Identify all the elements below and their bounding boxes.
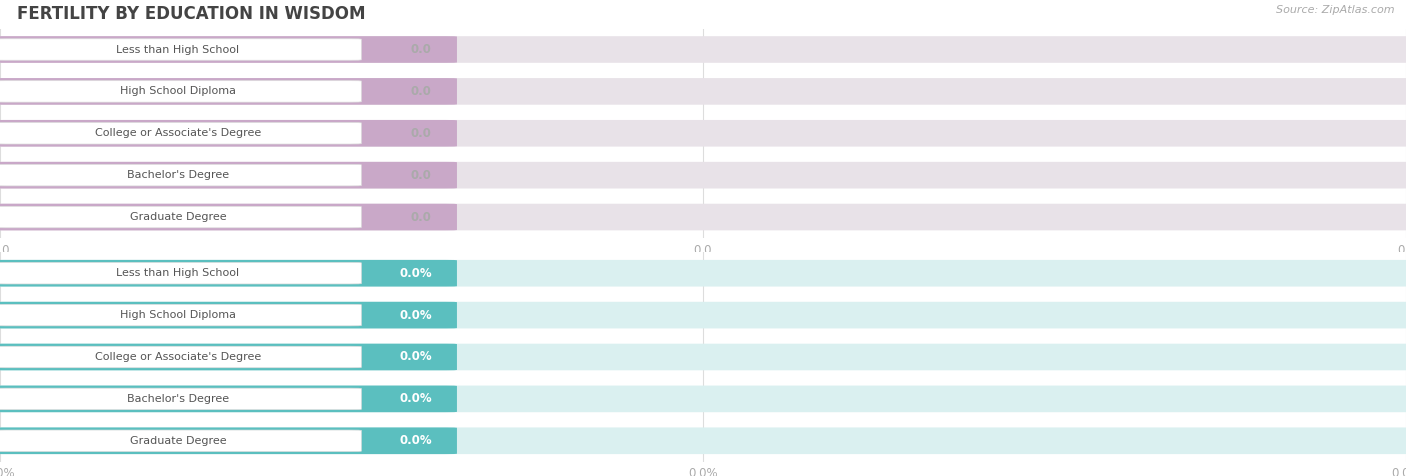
Text: Bachelor's Degree: Bachelor's Degree bbox=[127, 170, 229, 180]
FancyBboxPatch shape bbox=[0, 302, 1406, 328]
FancyBboxPatch shape bbox=[0, 344, 457, 370]
Text: 0.0: 0.0 bbox=[411, 210, 432, 224]
Text: Less than High School: Less than High School bbox=[117, 268, 239, 278]
Text: 0.0%: 0.0% bbox=[399, 392, 432, 406]
FancyBboxPatch shape bbox=[0, 162, 457, 188]
FancyBboxPatch shape bbox=[0, 260, 457, 287]
FancyBboxPatch shape bbox=[0, 427, 1406, 454]
FancyBboxPatch shape bbox=[0, 120, 457, 147]
FancyBboxPatch shape bbox=[0, 162, 1406, 188]
FancyBboxPatch shape bbox=[0, 78, 457, 105]
Text: Graduate Degree: Graduate Degree bbox=[129, 436, 226, 446]
Text: High School Diploma: High School Diploma bbox=[120, 86, 236, 97]
FancyBboxPatch shape bbox=[0, 386, 457, 412]
FancyBboxPatch shape bbox=[0, 204, 1406, 230]
Text: FERTILITY BY EDUCATION IN WISDOM: FERTILITY BY EDUCATION IN WISDOM bbox=[17, 5, 366, 23]
Text: College or Associate's Degree: College or Associate's Degree bbox=[94, 128, 262, 139]
FancyBboxPatch shape bbox=[0, 206, 361, 228]
Text: 0.0: 0.0 bbox=[411, 43, 432, 56]
FancyBboxPatch shape bbox=[0, 39, 361, 60]
Text: 0.0: 0.0 bbox=[411, 127, 432, 140]
Text: 0.0%: 0.0% bbox=[399, 267, 432, 280]
Text: 0.0: 0.0 bbox=[411, 85, 432, 98]
Text: 0.0%: 0.0% bbox=[399, 350, 432, 364]
Text: Graduate Degree: Graduate Degree bbox=[129, 212, 226, 222]
FancyBboxPatch shape bbox=[0, 80, 361, 102]
FancyBboxPatch shape bbox=[0, 204, 457, 230]
FancyBboxPatch shape bbox=[0, 36, 457, 63]
FancyBboxPatch shape bbox=[0, 344, 1406, 370]
FancyBboxPatch shape bbox=[0, 122, 361, 144]
FancyBboxPatch shape bbox=[0, 304, 361, 326]
FancyBboxPatch shape bbox=[0, 164, 361, 186]
FancyBboxPatch shape bbox=[0, 430, 361, 452]
Text: Bachelor's Degree: Bachelor's Degree bbox=[127, 394, 229, 404]
FancyBboxPatch shape bbox=[0, 36, 1406, 63]
Text: Source: ZipAtlas.com: Source: ZipAtlas.com bbox=[1277, 5, 1395, 15]
FancyBboxPatch shape bbox=[0, 346, 361, 368]
Text: High School Diploma: High School Diploma bbox=[120, 310, 236, 320]
FancyBboxPatch shape bbox=[0, 78, 1406, 105]
FancyBboxPatch shape bbox=[0, 386, 1406, 412]
Text: Less than High School: Less than High School bbox=[117, 44, 239, 55]
Text: 0.0: 0.0 bbox=[411, 169, 432, 182]
FancyBboxPatch shape bbox=[0, 427, 457, 454]
FancyBboxPatch shape bbox=[0, 302, 457, 328]
FancyBboxPatch shape bbox=[0, 260, 1406, 287]
FancyBboxPatch shape bbox=[0, 120, 1406, 147]
FancyBboxPatch shape bbox=[0, 262, 361, 284]
Text: 0.0%: 0.0% bbox=[399, 434, 432, 447]
Text: College or Associate's Degree: College or Associate's Degree bbox=[94, 352, 262, 362]
Text: 0.0%: 0.0% bbox=[399, 308, 432, 322]
FancyBboxPatch shape bbox=[0, 388, 361, 410]
